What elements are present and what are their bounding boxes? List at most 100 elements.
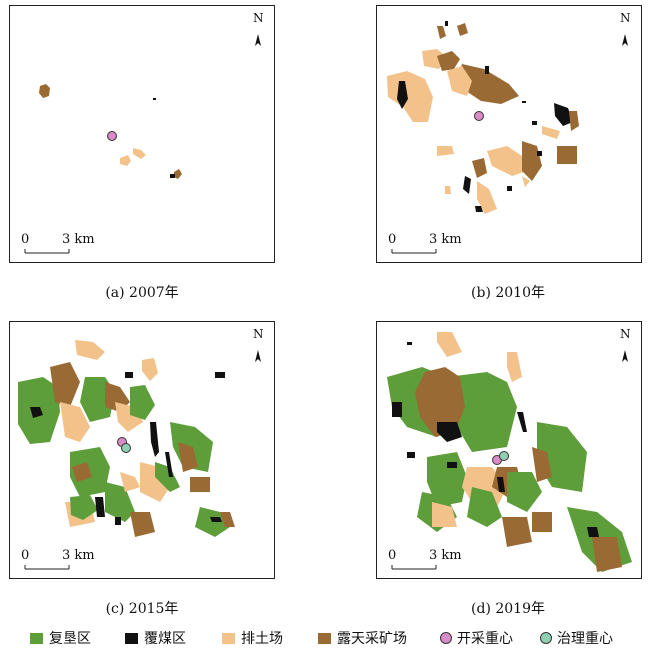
legend-label: 治理重心 [557,631,613,647]
legend-item-pit: 露天采矿场 [318,628,407,648]
mining-center-dot [107,131,117,141]
caption-b: (b) 2010年 [471,285,545,301]
coal-patch [437,422,462,442]
coal-patch [115,517,121,525]
scale-zero: 0 [21,232,30,247]
coal-patch [485,66,489,74]
pit-patch [532,512,552,532]
dump-patch [120,472,140,492]
map-panel-2010: N 0 3 km [376,5,642,263]
pit-patch [39,84,50,98]
pit-patch [437,51,460,71]
coal-patch [407,342,412,345]
pit-patch [130,512,155,537]
legend-item-governance-center: 治理重心 [540,628,613,648]
coal-patch [475,206,483,212]
legend-item-dump: 排土场 [222,628,283,648]
caption-a: (a) 2007年 [105,285,179,301]
pit-patch [522,141,542,181]
reclaimed-patch [155,462,180,492]
map-panel-2007: N 0 3 km [9,5,275,263]
map-2015 [18,340,261,570]
pit-patch [220,512,235,527]
map-panel-2015: N 0 3 km [9,321,275,579]
pit-patch [174,169,182,179]
reclaimed-patch [467,487,502,527]
dump-patch [437,146,454,156]
orange-swatch-icon [222,632,235,644]
dump-patch [133,148,146,159]
north-arrow-icon [622,350,628,362]
north-arrow-icon [622,34,628,46]
map-2019 [387,332,632,572]
scale-zero: 0 [21,548,30,563]
dump-patch [75,340,105,360]
reclaimed-patch [130,385,155,420]
legend-item-coal: 覆煤区 [125,628,186,648]
reclaimed-patch [507,472,542,512]
coal-patch [522,101,526,103]
coal-patch [170,174,175,178]
coal-patch [95,497,105,517]
legend-label: 露天采矿场 [337,631,407,647]
pit-patch [50,362,80,407]
coal-patch [463,176,471,194]
coal-patch [497,477,505,492]
coal-patch [215,372,225,378]
coal-patch [392,402,402,417]
mining-center-dot [474,111,484,121]
dump-patch [445,186,451,194]
caption-d: (d) 2019年 [471,601,545,617]
coal-patch [554,103,573,126]
dump-patch [487,146,527,176]
north-arrow-icon [255,34,261,46]
dump-patch [522,176,530,187]
pit-patch [178,442,198,472]
pit-patch [557,146,577,164]
legend-label: 开采重心 [457,631,513,647]
governance-center-dot [499,451,509,461]
pit-patch [72,462,92,482]
dump-patch [477,181,497,214]
reclaimed-patch [70,495,98,520]
pit-patch [458,64,519,104]
map-2007 [24,34,261,254]
legend-label: 复垦区 [49,631,91,647]
scale-km: 3 km [62,232,95,247]
scale-km: 3 km [429,548,462,563]
dump-patch [542,126,560,139]
coal-patch [447,462,457,468]
coal-patch [445,21,448,26]
reclaimed-patch [105,482,135,522]
pit-patch [592,537,622,572]
coal-patch [150,422,159,457]
caption-c: (c) 2015年 [105,601,179,617]
coal-patch [397,81,408,109]
pit-patch [437,26,446,39]
pit-patch [472,158,487,178]
dump-patch [60,402,90,442]
legend-label: 覆煤区 [144,631,186,647]
legend: 复垦区 覆煤区 排土场 露天采矿场 开采重心 治理重心 [0,628,650,648]
coal-patch [210,517,222,522]
coal-patch [407,452,415,458]
coal-patch [165,452,173,477]
coal-patch [587,527,599,537]
coal-patch [517,412,527,432]
scale-zero: 0 [388,548,397,563]
dump-patch [447,66,472,96]
north-label: N [620,11,631,25]
north-label: N [253,11,264,25]
legend-item-mining-center: 开采重心 [440,628,513,648]
green-swatch-icon [30,632,43,644]
teal-dot-icon [540,632,552,644]
coal-patch [507,186,512,191]
governance-center-dot [121,443,131,453]
coal-patch [153,98,156,100]
dump-patch [387,71,433,122]
pit-patch [457,23,468,36]
pit-patch [569,111,579,131]
coal-patch [532,121,537,125]
coal-patch [30,407,43,418]
scale-km: 3 km [429,232,462,247]
